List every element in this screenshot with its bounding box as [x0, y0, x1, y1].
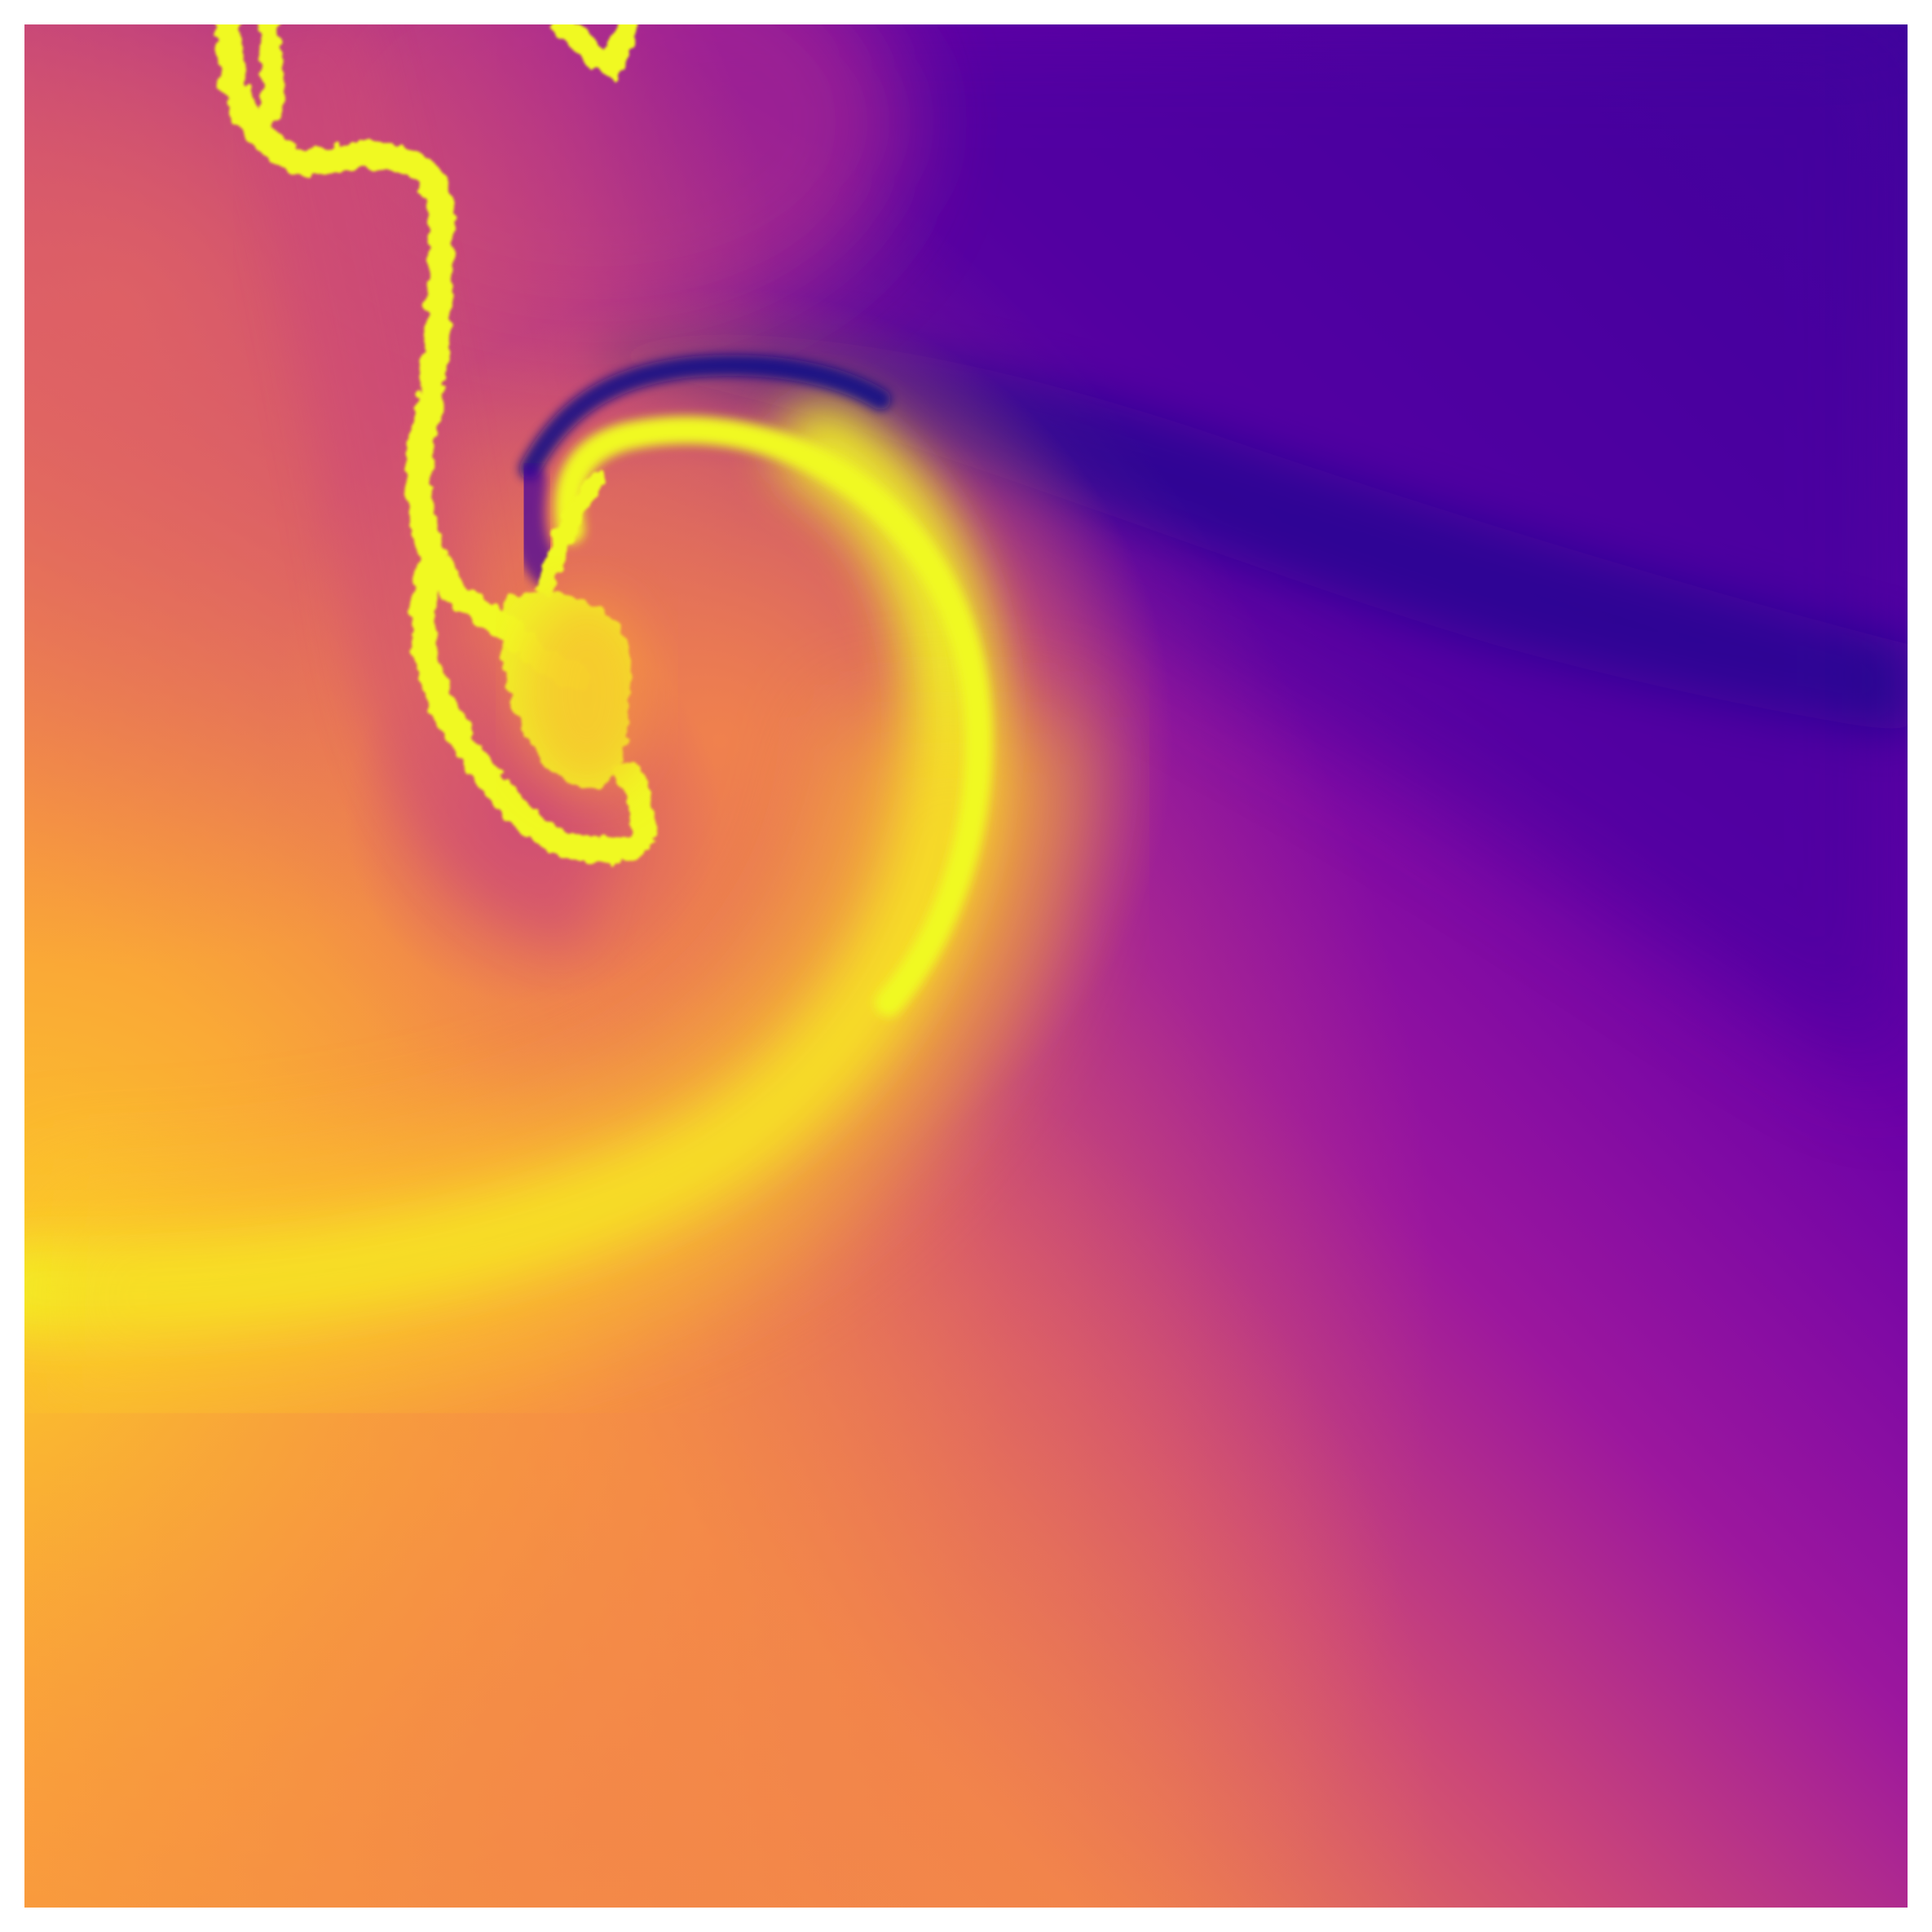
- spiral-arm: [554, 416, 993, 1017]
- hook-dark-edge: [519, 355, 891, 479]
- yellow-sweep-halo: [24, 715, 1084, 1420]
- field-image: [24, 24, 1908, 1908]
- hook-inner-dark: [511, 465, 562, 587]
- field-svg: [24, 24, 1908, 1908]
- blob-orange-glow: [522, 595, 652, 791]
